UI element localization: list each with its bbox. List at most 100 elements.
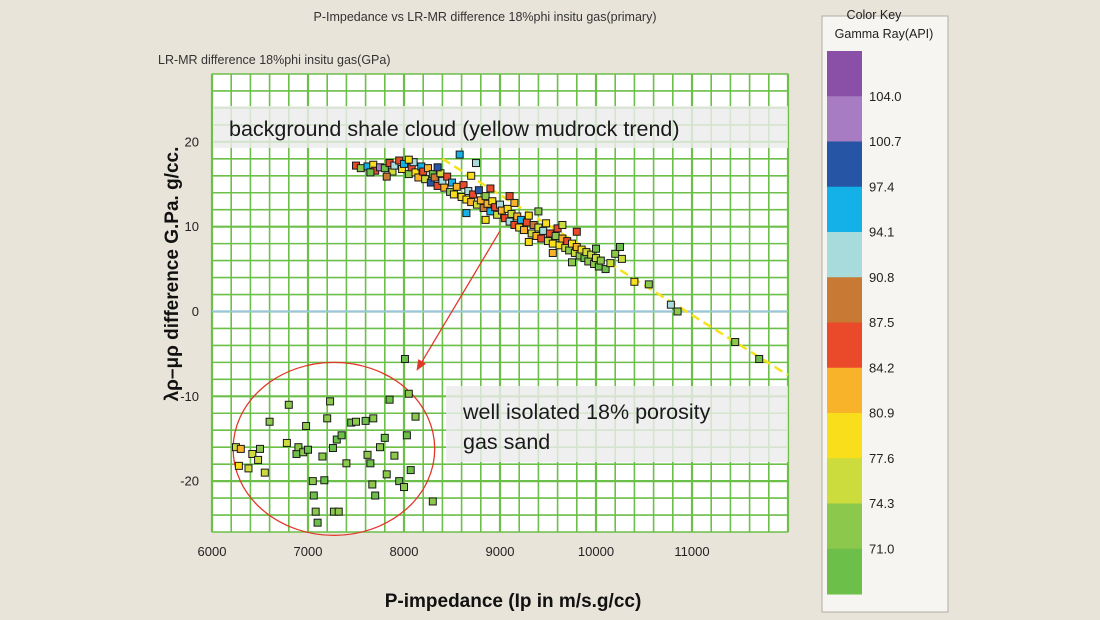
- data-point-gas-sand: [234, 461, 243, 470]
- data-point-gas-sand: [376, 443, 384, 452]
- data-point-gas-sand: [260, 468, 269, 477]
- data-point-gas-sand: [411, 412, 420, 421]
- color-key-band: [827, 232, 862, 278]
- data-point-shale: [469, 190, 478, 199]
- color-key-band: [827, 322, 862, 369]
- color-key-label: 80.9: [869, 406, 894, 421]
- data-point-gas-sand: [395, 477, 404, 486]
- data-point-shale: [755, 354, 764, 363]
- annotation-arrow: [421, 230, 501, 362]
- data-point-gas-sand: [334, 507, 343, 516]
- color-key-band: [827, 503, 862, 550]
- color-key-scale: [827, 51, 862, 595]
- color-key-label: 100.7: [869, 134, 902, 149]
- y-tick-label: -10: [180, 389, 199, 404]
- y-tick-label: -20: [180, 474, 199, 489]
- data-point-shale: [366, 168, 375, 177]
- data-point-shale: [430, 173, 439, 182]
- data-point-gas-sand: [371, 491, 380, 500]
- data-point-gas-sand: [311, 507, 320, 516]
- data-point-shale: [611, 249, 620, 258]
- annotation-arrow-head: [416, 359, 426, 371]
- data-point-shale: [630, 277, 639, 286]
- data-point-shale: [548, 248, 557, 257]
- data-point-gas-sand: [337, 431, 346, 440]
- data-point-shale: [539, 226, 548, 235]
- data-point-shale: [572, 227, 581, 236]
- color-key-label: 87.5: [869, 315, 894, 330]
- data-point-shale: [356, 164, 365, 173]
- data-point-gas-sand: [402, 431, 411, 440]
- data-point-gas-sand: [326, 397, 335, 406]
- color-key-label: 94.1: [869, 225, 894, 240]
- data-point-shale: [433, 163, 442, 172]
- data-point-shale: [558, 220, 567, 229]
- color-key-labels: 104.0 100.7 97.4 94.1 90.8 87.5 84.2 80.9 77.6 74…: [869, 89, 902, 557]
- data-point-shale: [601, 265, 610, 274]
- mudrock-trend-line: [441, 157, 789, 377]
- x-tick-label: 8000: [390, 544, 419, 559]
- data-point-gas-sand: [294, 443, 303, 452]
- data-point-gas-sand: [380, 433, 389, 442]
- data-point-gas-sand: [368, 480, 377, 489]
- data-point-shale: [522, 218, 531, 227]
- color-key-label: 97.4: [869, 179, 894, 194]
- data-point-shale: [440, 183, 449, 192]
- data-point-shale: [510, 198, 519, 207]
- data-point-shale: [493, 210, 502, 219]
- data-point-shale: [524, 237, 533, 246]
- data-point-gas-sand: [404, 389, 413, 398]
- y-tick-label: 20: [185, 134, 199, 149]
- color-key-label: 84.2: [869, 360, 894, 375]
- shale-label-band: [213, 106, 788, 148]
- gas-annotation-line-2: gas sand: [463, 430, 550, 454]
- data-point-shale: [390, 161, 399, 170]
- data-point-shale: [404, 155, 413, 164]
- data-point-gas-sand: [309, 491, 318, 500]
- data-point-shale: [537, 234, 546, 243]
- color-key-label: 74.3: [869, 496, 894, 511]
- data-point-gas-sand: [328, 444, 337, 453]
- data-point-shale: [459, 181, 468, 190]
- data-point-gas-sand: [332, 435, 341, 444]
- color-key-band: [827, 413, 862, 459]
- color-key-label: 90.8: [869, 270, 894, 285]
- data-point-shale: [617, 254, 626, 263]
- data-point-shale: [616, 243, 624, 252]
- data-point-gas-sand: [361, 416, 370, 425]
- data-point-shale: [400, 159, 408, 168]
- y-axis-label: λρ–μρ difference G.Pa. g/cc.: [162, 147, 183, 402]
- data-point-shale: [666, 300, 675, 309]
- x-tick-label: 9000: [486, 544, 515, 559]
- data-point-shale: [449, 190, 458, 199]
- data-point-shale: [592, 244, 600, 253]
- data-point-gas-sand: [308, 477, 317, 486]
- data-point-shale: [443, 172, 452, 181]
- data-point-gas-sand: [304, 445, 312, 454]
- data-point-gas-sand: [323, 414, 332, 423]
- data-point-gas-sand: [342, 459, 351, 468]
- data-point-shale: [731, 338, 740, 347]
- data-point-shale: [548, 239, 557, 248]
- data-point-shale: [474, 186, 483, 195]
- gas-label-band: [446, 386, 788, 462]
- color-key-subtitle: Gamma Ray(API): [835, 27, 934, 41]
- data-point-shale: [404, 170, 413, 179]
- data-point-shale: [462, 209, 471, 218]
- data-point-gas-sand: [265, 417, 274, 426]
- data-point-shale: [644, 280, 653, 289]
- data-point-gas-sand: [302, 421, 311, 430]
- x-tick-label: 6000: [198, 544, 227, 559]
- data-point-gas-sand: [254, 455, 263, 464]
- y-tick-label: 0: [192, 304, 199, 319]
- data-point-gas-sand: [369, 414, 378, 423]
- data-point-gas-sand: [282, 438, 291, 447]
- color-key-title: Color Key: [847, 8, 903, 22]
- data-point-gas-sand: [390, 451, 399, 460]
- data-point-shale: [520, 226, 528, 235]
- data-point-shale: [380, 164, 389, 173]
- data-point-gas-sand: [385, 395, 394, 404]
- data-points: [232, 150, 764, 527]
- color-key-label: 71.0: [869, 541, 894, 556]
- x-axis-label: P-impedance (Ip in m/s.g/cc): [385, 591, 642, 612]
